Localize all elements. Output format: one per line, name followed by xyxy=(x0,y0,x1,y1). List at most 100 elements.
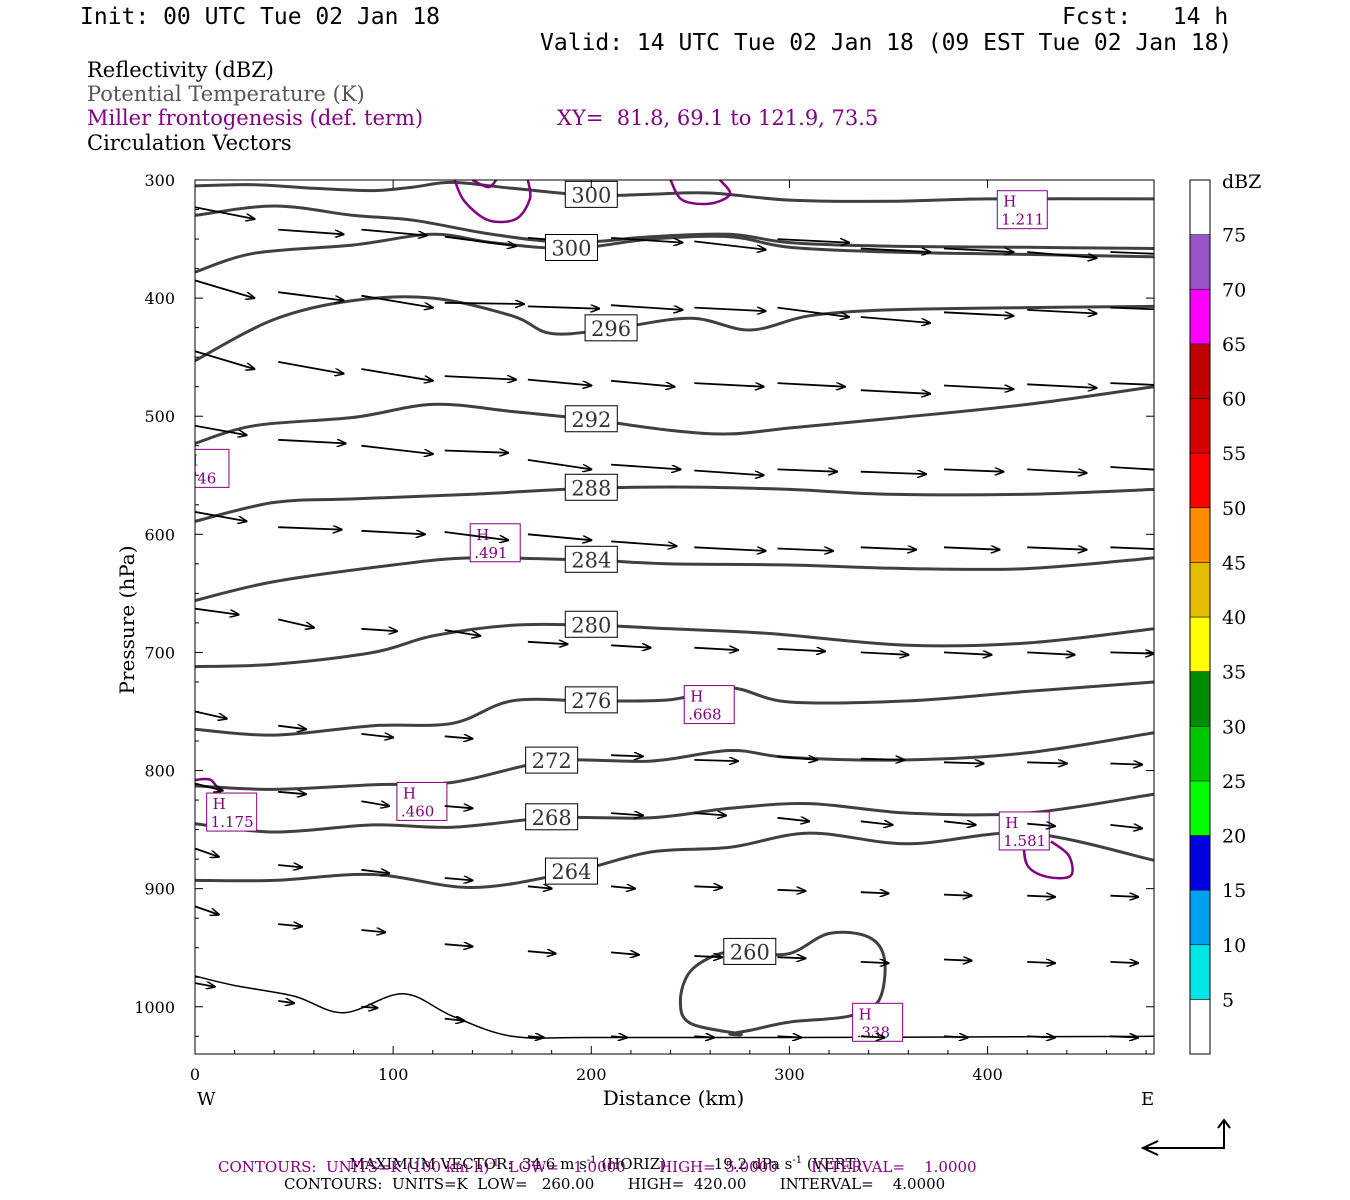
circulation-vector xyxy=(777,890,806,891)
west-label: W xyxy=(197,1089,216,1110)
circulation-vector xyxy=(860,759,905,760)
circulation-vector xyxy=(444,878,473,880)
max-vector-line: MAXIMUM VECTOR: 34.6 m s-1 (HORIZ) 19.2 … xyxy=(340,1141,862,1173)
svg-text:H: H xyxy=(185,451,198,469)
colorbar-swatch xyxy=(1189,234,1211,290)
circulation-vector xyxy=(1110,764,1142,765)
circulation-vector xyxy=(611,755,643,756)
circulation-vector xyxy=(777,818,810,822)
frontogenesis-max-label: H1.175 xyxy=(206,792,258,832)
circulation-vector xyxy=(1027,652,1075,654)
circulation-vector xyxy=(527,642,568,644)
svg-text:292: 292 xyxy=(571,408,611,432)
circulation-vector xyxy=(943,762,984,763)
x-tick-label: 200 xyxy=(576,1065,607,1084)
circulation-vector xyxy=(777,306,849,317)
vert-unit-exponent: -1 xyxy=(792,1155,803,1166)
circulation-vector xyxy=(860,821,893,825)
circulation-vector xyxy=(611,237,682,243)
x-tick-label: 0 xyxy=(190,1065,200,1084)
circulation-vector xyxy=(777,239,849,243)
colorbar-level-label: 5 xyxy=(1222,989,1234,1011)
circulation-vector xyxy=(1027,309,1096,314)
plot-frame xyxy=(194,179,1155,1055)
colorbar-level-label: 60 xyxy=(1222,389,1246,411)
field-vectors: Circulation Vectors xyxy=(87,131,292,155)
circulation-vector xyxy=(860,652,909,654)
circulation-vector xyxy=(943,1036,968,1037)
theta-contour xyxy=(195,975,1154,1039)
circulation-vector xyxy=(694,813,726,815)
frontogenesis-contour xyxy=(471,180,498,189)
circulation-vector xyxy=(1027,824,1055,826)
circulation-vector xyxy=(694,648,738,650)
init-time: Init: 00 UTC Tue 02 Jan 18 xyxy=(80,4,441,30)
contours-frontogenesis-line: CONTOURS: UNITS=K (100 km h)-1 LOW= 1.00… xyxy=(218,1159,977,1175)
colorbar-level-label: 30 xyxy=(1222,716,1246,738)
svg-text:276: 276 xyxy=(571,689,611,713)
circulation-vector xyxy=(611,304,682,310)
circulation-vector xyxy=(1027,469,1086,473)
theta-contour-label: 296 xyxy=(584,314,638,342)
circulation-vector xyxy=(1110,251,1154,255)
circulation-vector xyxy=(1110,466,1154,471)
svg-text:1.211: 1.211 xyxy=(1001,211,1044,229)
max-vector-label: MAXIMUM VECTOR: xyxy=(349,1155,513,1173)
contours-fronto-exponent: -1 xyxy=(489,1158,500,1169)
y-tick-label: 600 xyxy=(144,525,175,544)
frontogenesis-max-label: H.460 xyxy=(396,781,448,821)
circulation-vector xyxy=(777,649,826,651)
circulation-vector xyxy=(195,206,254,219)
circulation-vector xyxy=(361,294,432,308)
circulation-vector xyxy=(361,870,389,874)
circulation-vector xyxy=(1110,382,1154,386)
circulation-vector xyxy=(777,756,818,760)
svg-text:H: H xyxy=(403,784,416,802)
circulation-vector xyxy=(611,645,651,647)
contours-fronto-units: CONTOURS: UNITS=K (100 km h) xyxy=(218,1158,490,1176)
circulation-vector xyxy=(1027,1036,1055,1037)
frontogenesis-max-label: H1.581 xyxy=(998,811,1050,851)
theta-contour xyxy=(195,556,1154,602)
theta-contour xyxy=(195,232,1154,274)
circulation-vector xyxy=(777,549,834,551)
circulation-vector xyxy=(444,235,516,246)
circulation-vector xyxy=(611,886,635,888)
colorbar-level-label: 15 xyxy=(1222,880,1246,902)
colorbar-swatch xyxy=(1189,726,1211,782)
frontogenesis-max-label: H.491 xyxy=(469,523,521,563)
circulation-vector xyxy=(694,886,722,887)
x-axis-label: Distance (km) xyxy=(603,1086,745,1110)
circulation-vector xyxy=(361,629,397,631)
colorbar-swatch xyxy=(1189,179,1211,235)
circulation-vector xyxy=(694,760,738,761)
circulation-vector xyxy=(1027,896,1055,897)
svg-text:264: 264 xyxy=(551,860,591,884)
circulation-vector xyxy=(278,228,343,235)
theta-contour xyxy=(195,204,1154,250)
y-tick-label: 300 xyxy=(144,171,175,190)
colorbar-level-label: 50 xyxy=(1222,498,1246,520)
svg-text:.668: .668 xyxy=(688,706,721,724)
circulation-vector xyxy=(444,303,524,304)
circulation-vector xyxy=(1027,547,1086,549)
theta-contour-label: 268 xyxy=(525,803,579,831)
svg-text:260: 260 xyxy=(730,940,770,964)
svg-text:H: H xyxy=(859,1005,872,1023)
svg-text:H: H xyxy=(213,795,226,813)
circulation-vector xyxy=(444,806,473,808)
circulation-vector xyxy=(860,389,930,394)
circulation-vector xyxy=(444,944,473,946)
theta-contour xyxy=(195,385,1154,445)
circulation-vector xyxy=(611,813,643,815)
colorbar-level-label: 35 xyxy=(1222,662,1246,684)
theta-contour-label: 292 xyxy=(564,405,618,433)
contours-fronto-range: LOW= 1.0000 HIGH= 5.0000 INTERVAL= 1.000… xyxy=(499,1158,977,1176)
circulation-vector xyxy=(527,951,556,953)
colorbar-level-label: 65 xyxy=(1222,334,1246,356)
circulation-vector xyxy=(1110,896,1138,897)
svg-text:.338: .338 xyxy=(857,1023,890,1041)
frontogenesis-contour xyxy=(453,180,532,224)
theta-contour-label: 280 xyxy=(564,610,618,638)
circulation-vector xyxy=(527,533,591,540)
